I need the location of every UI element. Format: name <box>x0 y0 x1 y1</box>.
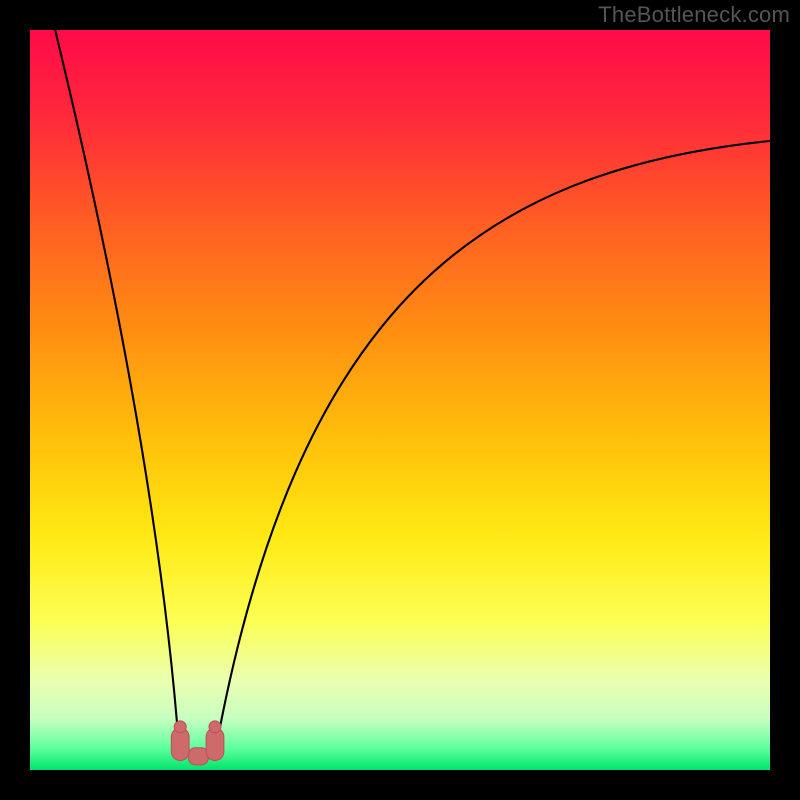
marker-pin-ball-1 <box>209 721 221 733</box>
watermark-text: TheBottleneck.com <box>598 2 790 28</box>
chart-stage: TheBottleneck.com <box>0 0 800 800</box>
plot-background <box>30 30 770 770</box>
marker-bridge <box>188 748 208 765</box>
bottleneck-curve-chart <box>0 0 800 800</box>
marker-pin-ball-0 <box>174 721 186 733</box>
